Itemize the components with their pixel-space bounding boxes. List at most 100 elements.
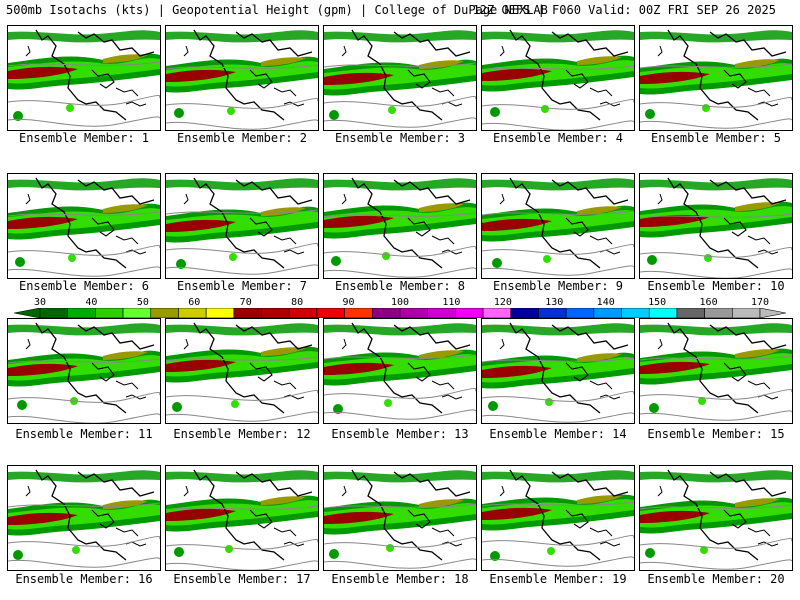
jet-core (640, 361, 710, 374)
jet-core (640, 214, 710, 227)
colorbar-swatch (593, 308, 622, 318)
jet-core-east (419, 203, 464, 212)
ensemble-member-label: Ensemble Member: 9 (492, 279, 624, 293)
jet-core-east (735, 349, 780, 358)
colorbar-swatch (344, 308, 373, 318)
ensemble-panel-7 (165, 173, 319, 279)
ensemble-panel-20 (639, 465, 793, 571)
jet-core-east (419, 60, 464, 69)
colorbar-swatch (316, 308, 345, 318)
ensemble-member-label: Ensemble Member: 16 (15, 572, 153, 586)
jet-core-east (103, 204, 148, 213)
ensemble-panel-13 (323, 318, 477, 424)
jet-band-mid (482, 210, 634, 236)
jet-core-east (577, 353, 622, 362)
jet-core (640, 510, 710, 523)
jet-band-mid (8, 504, 160, 530)
colorbar-swatch (178, 308, 207, 318)
jet-core-east (103, 351, 148, 360)
ensemble-panel-12 (165, 318, 319, 424)
colorbar-arrow-right (759, 308, 786, 318)
colorbar-swatch (150, 308, 179, 318)
jet-core-east (735, 202, 780, 211)
colorbar-tick-label: 90 (342, 297, 355, 308)
jet-core (482, 365, 552, 378)
ensemble-member-label: Ensemble Member: 7 (176, 279, 308, 293)
ensemble-panel-1 (7, 25, 161, 131)
jet-core (166, 219, 236, 232)
jet-band-mid (166, 211, 318, 237)
jet-core (8, 512, 78, 525)
ensemble-panel-3 (323, 25, 477, 131)
colorbar-swatch (122, 308, 152, 318)
jet-band-mid (482, 60, 634, 86)
jet-band-mid (482, 357, 634, 383)
jet-core-east (735, 59, 780, 68)
jet-core (8, 363, 78, 376)
jet-core-east (735, 498, 780, 507)
jet-core-east (577, 495, 622, 504)
colorbar-swatch (510, 308, 539, 318)
colorbar-swatch (399, 308, 428, 318)
colorbar-tick-label: 130 (545, 297, 564, 308)
jet-band-mid (166, 351, 318, 377)
jet-core (324, 362, 394, 375)
ensemble-panel-2 (165, 25, 319, 131)
ensemble-panel-17 (165, 465, 319, 571)
jet-core (324, 511, 394, 524)
ensemble-member-label: Ensemble Member: 13 (331, 427, 469, 441)
colorbar-tick-label: 160 (699, 297, 718, 308)
jet-core-east (261, 57, 306, 66)
ensemble-panel-10 (639, 173, 793, 279)
ensemble-member-label: Ensemble Member: 3 (334, 131, 466, 145)
ensemble-panel-11 (7, 318, 161, 424)
jet-core (8, 216, 78, 229)
jet-band-mid (324, 503, 476, 529)
colorbar-tick-label: 100 (390, 297, 410, 308)
ensemble-member-label: Ensemble Member: 18 (331, 572, 469, 586)
jet-core-east (419, 350, 464, 359)
colorbar-tick-label: 170 (750, 297, 770, 308)
colorbar-tick-label: 110 (442, 297, 461, 308)
jet-band-mid (640, 502, 792, 528)
colorbar-swatch (676, 308, 705, 318)
jet-band-mid (640, 63, 792, 89)
jet-core (482, 507, 552, 520)
colorbar-tick-label: 80 (291, 297, 304, 308)
ensemble-member-label: Ensemble Member: 1 (18, 131, 150, 145)
jet-core-east (577, 206, 622, 215)
colorbar-swatch (95, 308, 124, 318)
ensemble-member-label: Ensemble Member: 17 (173, 572, 311, 586)
colorbar-swatch (205, 308, 235, 318)
ensemble-member-label: Ensemble Member: 11 (15, 427, 153, 441)
colorbar-tick-label: 120 (493, 297, 512, 308)
colorbar-tick-label: 60 (188, 297, 201, 308)
jet-core (482, 218, 552, 231)
jet-core (166, 359, 236, 372)
colorbar-tick-label: 150 (648, 297, 667, 308)
jet-core-east (103, 54, 148, 63)
colorbar-swatch (538, 308, 567, 318)
jet-core-east (577, 56, 622, 65)
jet-band-mid (324, 354, 476, 380)
colorbar-tick-label: 50 (136, 297, 149, 308)
jet-band-mid (324, 207, 476, 233)
jet-core (166, 69, 236, 82)
ensemble-member-label: Ensemble Member: 14 (489, 427, 627, 441)
ensemble-panel-4 (481, 25, 635, 131)
jet-core (8, 66, 78, 79)
colorbar-swatch (261, 308, 290, 318)
colorbar-tick-label: 70 (239, 297, 252, 308)
colorbar-swatch (233, 308, 262, 318)
map-title: 500mb Isotachs (kts) | Geopotential Heig… (6, 3, 548, 17)
jet-band-mid (482, 499, 634, 525)
ensemble-member-label: Ensemble Member: 2 (176, 131, 308, 145)
ensemble-panel-18 (323, 465, 477, 571)
colorbar-swatch (427, 308, 456, 318)
jet-core-east (261, 496, 306, 505)
jet-core-east (419, 499, 464, 508)
ensemble-member-label: Ensemble Member: 8 (334, 279, 466, 293)
ensemble-panel-8 (323, 173, 477, 279)
ensemble-panel-5 (639, 25, 793, 131)
ensemble-member-label: Ensemble Member: 4 (492, 131, 624, 145)
